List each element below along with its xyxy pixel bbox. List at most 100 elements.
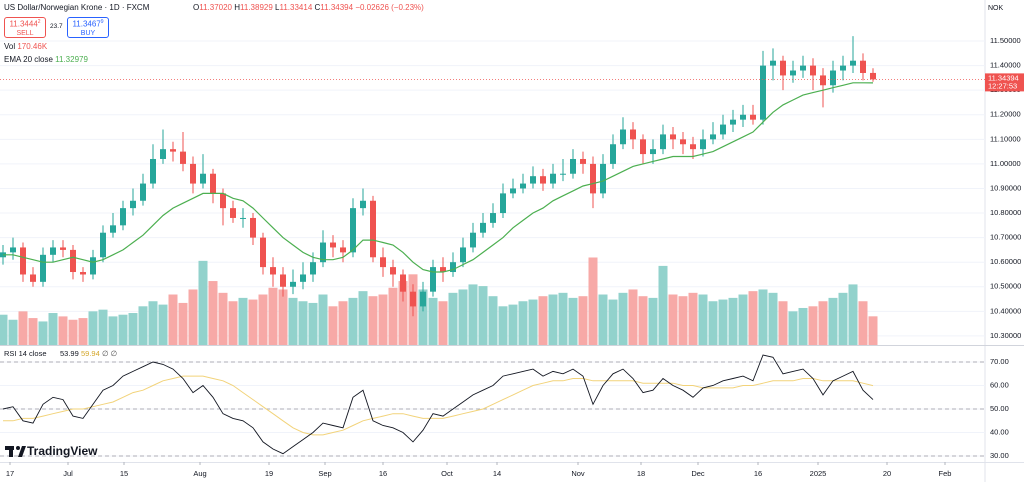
candle-body	[490, 213, 496, 223]
volume-bar	[348, 297, 358, 345]
volume-bar	[0, 314, 8, 345]
volume-bar	[208, 281, 218, 345]
y-tick-label: 10.50000	[990, 282, 1021, 291]
candle-body	[870, 72, 876, 80]
logo-mark	[16, 446, 20, 450]
y-tick-label: 30.00	[990, 451, 1009, 460]
legend-value: 11.32979	[55, 55, 88, 64]
rsi-line	[2, 354, 874, 455]
volume-bar	[728, 297, 738, 345]
volume-legend: Vol 170.46K	[4, 42, 47, 51]
volume-bar	[378, 294, 388, 345]
volume-bar	[558, 292, 568, 345]
candle-body	[100, 232, 106, 258]
volume-bar	[98, 309, 108, 345]
candle-body	[370, 200, 376, 258]
x-tick-label: 16	[754, 469, 762, 478]
volume-bar	[658, 265, 668, 345]
candle-body	[170, 149, 176, 152]
volume-bar	[388, 287, 398, 345]
candle-body	[440, 267, 446, 273]
volume-bar	[128, 313, 138, 345]
volume-bar	[738, 294, 748, 345]
legend-value: 11.33414	[279, 3, 313, 12]
candle-body	[660, 134, 666, 150]
legend-key: C	[314, 3, 321, 12]
x-tick-label: 20	[883, 469, 891, 478]
candle-body	[710, 134, 716, 140]
volume-bar	[758, 289, 768, 345]
sell-price: 11.3444	[9, 19, 38, 29]
candle-body	[220, 193, 226, 209]
volume-bar	[768, 292, 778, 345]
volume-bar	[458, 289, 468, 345]
volume-bar	[808, 306, 818, 345]
volume-bar	[78, 318, 88, 345]
buy-label: BUY	[80, 30, 96, 38]
sell-button[interactable]: 11.34442 SELL	[4, 17, 46, 38]
candle-body	[450, 262, 456, 273]
volume-bar	[508, 304, 518, 345]
candle-body	[500, 193, 506, 214]
volume-bar	[248, 299, 258, 345]
candle-body	[390, 267, 396, 275]
candle-body	[340, 247, 346, 253]
candle-body	[420, 291, 426, 307]
volume-bar	[118, 314, 128, 345]
candle-body	[320, 242, 326, 263]
y-tick-label: 10.60000	[990, 257, 1021, 266]
candle-body	[380, 257, 386, 268]
candle-body	[860, 60, 866, 73]
volume-bar	[298, 301, 308, 345]
candle-body	[720, 124, 726, 135]
volume-bar	[108, 316, 118, 345]
candle-body	[70, 249, 76, 273]
logo-text: TradingView	[27, 444, 98, 458]
volume-bar	[568, 297, 578, 345]
y-tick-label: 70.00	[990, 357, 1009, 366]
volume-bar	[268, 287, 278, 345]
candle-body	[120, 208, 126, 226]
candle-body	[250, 217, 256, 238]
logo-mark	[9, 446, 13, 457]
volume-bar	[578, 296, 588, 345]
legend-key: Vol	[4, 42, 16, 51]
y-tick-label: 10.70000	[990, 233, 1021, 242]
candle-body	[30, 274, 36, 282]
candle-body	[310, 262, 316, 275]
legend-key: O	[193, 3, 200, 12]
volume-bar	[798, 307, 808, 345]
volume-bar	[448, 292, 458, 345]
volume-bar	[788, 311, 798, 345]
rsi-value: 53.99	[60, 349, 79, 358]
volume-bar	[168, 294, 178, 345]
volume-bar	[678, 296, 688, 345]
buy-button[interactable]: 11.34679 BUY	[67, 17, 109, 38]
x-tick-label: Oct	[441, 469, 454, 478]
y-tick-label: 11.00000	[990, 159, 1021, 168]
candle-body	[560, 173, 566, 175]
rsi-title: RSI 14 close	[4, 349, 47, 358]
candle-body	[400, 274, 406, 292]
candle-body	[780, 60, 786, 76]
candle-body	[520, 183, 526, 189]
candle-body	[430, 267, 436, 292]
volume-bar	[548, 294, 558, 345]
logo: TradingView	[5, 444, 98, 458]
legend-value: 11.37020	[199, 3, 233, 12]
x-tick-label: Jul	[63, 469, 73, 478]
volume-bar	[8, 319, 18, 345]
candle-body	[280, 274, 286, 287]
candle-body	[90, 257, 96, 275]
volume-bar	[328, 306, 338, 345]
x-tick-label: Nov	[571, 469, 585, 478]
volume-bar	[68, 319, 78, 345]
volume-bar	[778, 301, 788, 345]
volume-bar	[428, 297, 438, 345]
volume-bar	[238, 297, 248, 345]
volume-bar	[218, 292, 228, 345]
legend-key: EMA 20 close	[4, 55, 53, 64]
volume-bar	[188, 289, 198, 345]
volume-bar	[528, 299, 538, 345]
buy-price: 11.3467	[72, 19, 101, 29]
